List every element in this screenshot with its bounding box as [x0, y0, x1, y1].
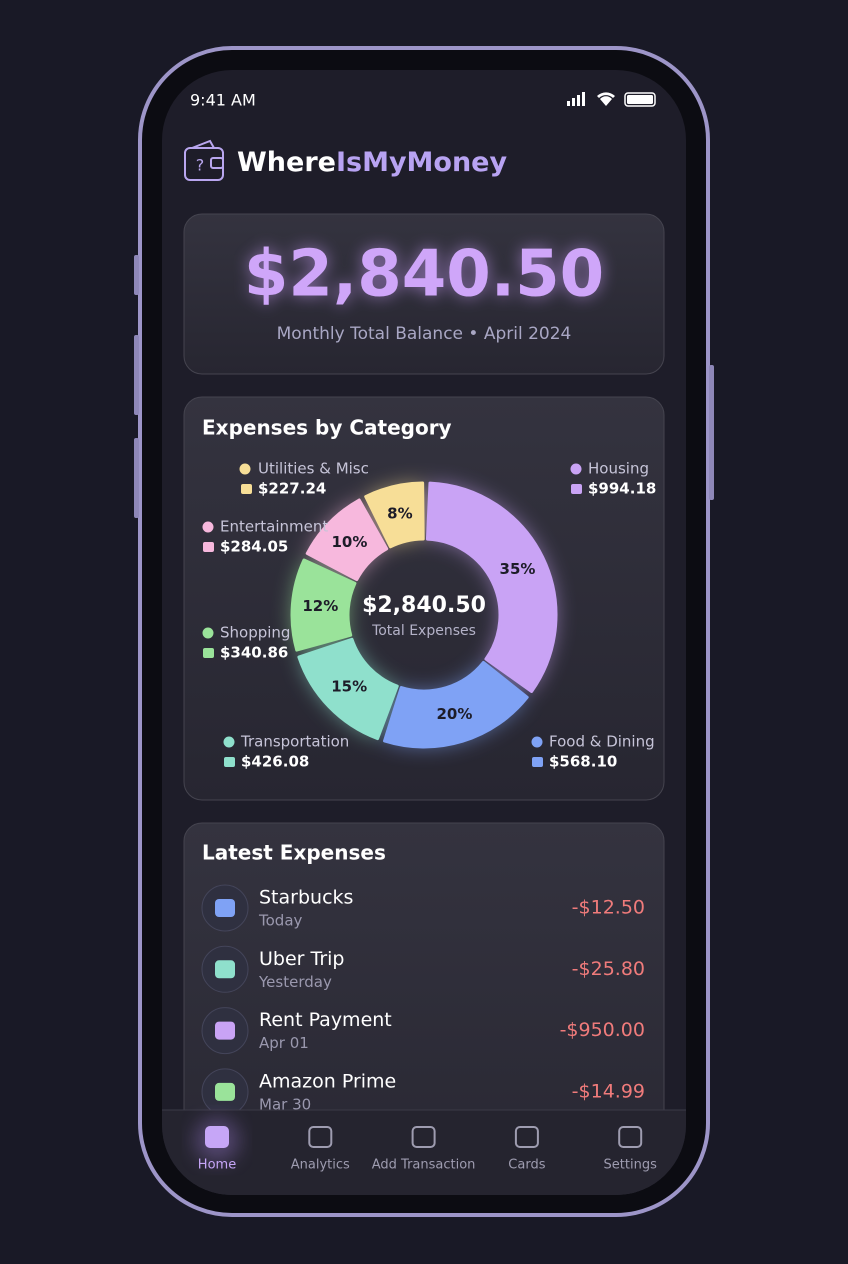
nav-item[interactable]: Settings: [604, 1126, 658, 1173]
expense-date: Yesterday: [258, 973, 332, 991]
legend-amount: $426.08: [241, 753, 309, 771]
expense-date: Today: [258, 912, 303, 930]
legend-icon: [532, 757, 543, 767]
legend-name: Housing: [588, 460, 649, 478]
logo-icon: ?: [184, 139, 224, 181]
button: [134, 438, 139, 518]
nav-icon: [514, 1126, 539, 1148]
expense-icon: [215, 1082, 235, 1101]
segment-label: 8%: [387, 504, 412, 522]
expense-row[interactable]: Amazon Prime Mar 30 -$14.99: [201, 1068, 645, 1116]
expense-date: Apr 01: [259, 1034, 309, 1052]
nav-icon: [205, 1126, 229, 1148]
donut-segment: [383, 660, 529, 749]
balance-card: [183, 213, 665, 375]
balance-glow: $2,840.50: [244, 238, 604, 312]
legend-dot: [223, 736, 235, 748]
segment-label: 20%: [436, 705, 472, 723]
expense-name: Uber Trip: [259, 948, 344, 970]
nav-bar: [162, 1110, 686, 1195]
expense-name: Starbucks: [259, 887, 353, 909]
nav-item[interactable]: Cards: [508, 1126, 546, 1173]
nav-item[interactable]: Add Transaction: [372, 1126, 476, 1173]
svg-text:?: ?: [196, 156, 205, 175]
nav-label: Add Transaction: [372, 1158, 476, 1173]
expense-date: Mar 30: [259, 1095, 311, 1113]
nav-icon: [411, 1126, 436, 1148]
expenses-title: Latest Expenses: [202, 841, 386, 865]
chart-title: Expenses by Category: [202, 416, 452, 440]
expense-name: Amazon Prime: [259, 1070, 396, 1092]
legend-icon: [203, 542, 214, 552]
legend-name: Entertainment: [220, 518, 328, 536]
donut-segment: [290, 558, 357, 652]
nav-label: Home: [198, 1158, 236, 1173]
button: [134, 335, 139, 415]
legend-icon: [241, 484, 252, 494]
screen: 9:41 AM ? WhereIsMyMoney $2,840.50 $2,84…: [162, 70, 686, 1195]
expense-row[interactable]: Starbucks Today -$12.50: [201, 884, 645, 932]
expense-list: Starbucks Today -$12.50 Uber Trip Yesterday -…: [201, 884, 645, 1116]
nav-icon: [308, 1126, 333, 1148]
legend-name: Food & Dining: [549, 733, 655, 751]
nav-label: Settings: [604, 1158, 658, 1173]
legend-dot: [570, 463, 582, 475]
expense-amount: -$950.00: [560, 1019, 645, 1041]
expense-row[interactable]: Uber Trip Yesterday -$25.80: [201, 945, 645, 993]
button: [134, 255, 139, 295]
chart-card: [183, 396, 665, 801]
app-title: WhereIsMyMoney: [237, 147, 507, 178]
legend-amount: $994.18: [588, 480, 656, 498]
donut-center-label: Total Expenses: [371, 623, 476, 639]
nav-item[interactable]: Home: [195, 1118, 239, 1173]
expense-icon: [215, 960, 235, 979]
donut-segment: [364, 481, 425, 549]
segment-label: 10%: [331, 533, 367, 551]
legend-icon: [571, 484, 582, 494]
balance-amount: $2,840.50: [244, 238, 604, 312]
segment-label: 15%: [331, 678, 367, 696]
expense-amount: -$12.50: [572, 897, 645, 919]
expense-icon: [215, 899, 235, 917]
legend-icon: [224, 757, 235, 767]
expense-name: Rent Payment: [259, 1009, 392, 1031]
nav-items: Home Analytics Add Transaction Cards Setting…: [195, 1118, 657, 1173]
expense-row[interactable]: Rent Payment Apr 01 -$950.00: [201, 1007, 645, 1055]
donut-chart: 35% 20% 15% 12% 10% 8% Housing $994.18 Food & Di…: [202, 460, 656, 771]
app-title-part: IsMyMoney: [336, 147, 508, 178]
legend-amount: $227.24: [258, 480, 326, 498]
legend-dot: [202, 627, 214, 639]
expense-icon: [215, 1021, 235, 1040]
legend-icon: [203, 648, 214, 658]
legend-amount: $568.10: [549, 753, 617, 771]
status-time: 9:41 AM: [190, 91, 256, 110]
legend-name: Utilities & Misc: [258, 460, 369, 478]
donut-center-value: $2,840.50: [362, 593, 486, 618]
legend-dot: [531, 736, 543, 748]
legend-amount: $340.86: [220, 644, 288, 662]
nav-label: Cards: [508, 1158, 545, 1173]
expense-amount: -$25.80: [572, 958, 645, 980]
nav-label: Analytics: [291, 1158, 350, 1173]
expense-amount: -$14.99: [572, 1080, 645, 1102]
nav-icon: [618, 1126, 643, 1148]
button: [709, 365, 714, 500]
nav-item[interactable]: Analytics: [291, 1126, 350, 1173]
donut-segment: [297, 637, 399, 741]
legend-amount: $284.05: [220, 538, 288, 556]
donut-segment: [305, 498, 389, 582]
legend-dot: [202, 521, 214, 533]
legend-dot: [239, 463, 251, 475]
balance-subtitle: Monthly Total Balance • April 2024: [277, 324, 572, 344]
segment-label: 35%: [500, 560, 536, 578]
legend-name: Transportation: [240, 733, 349, 751]
donut-segment: [425, 481, 558, 693]
legend-name: Shopping: [220, 624, 290, 642]
status-icons: [567, 92, 656, 107]
segment-label: 12%: [302, 597, 338, 615]
app-title-part: Where: [237, 147, 336, 178]
